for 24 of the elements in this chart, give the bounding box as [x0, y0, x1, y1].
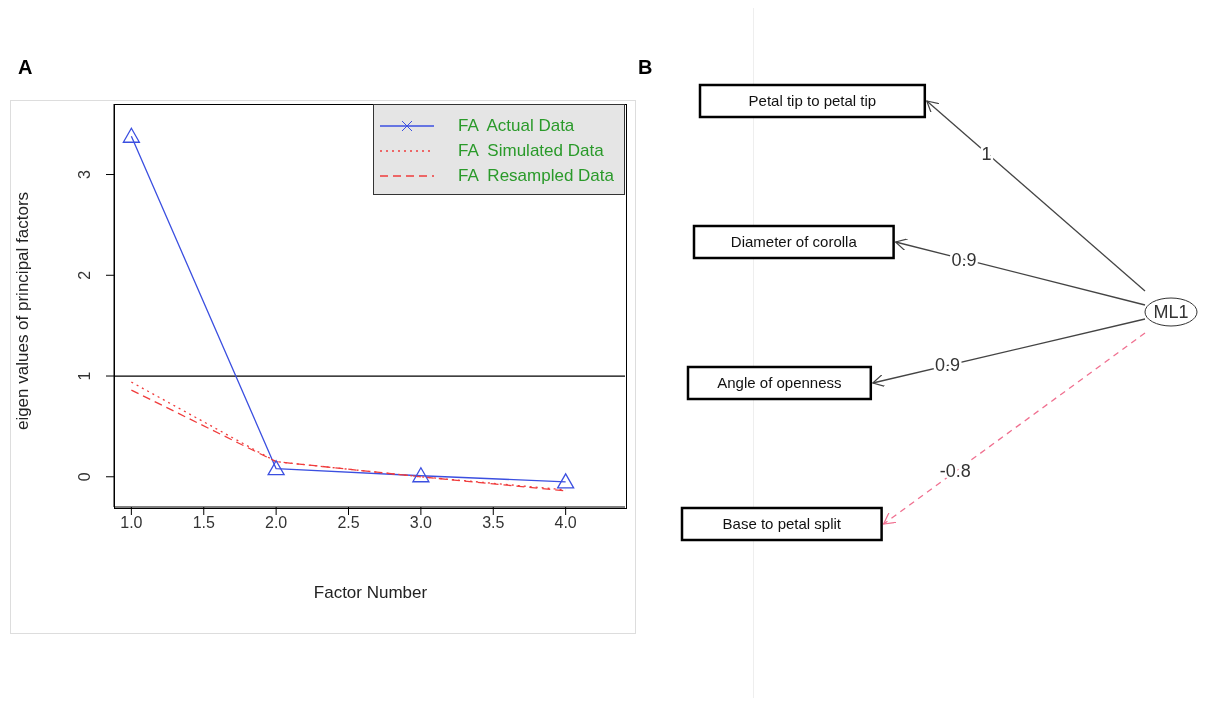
x-tick-label: 4.0: [554, 514, 577, 532]
x-tick-label: 2.5: [337, 514, 360, 532]
x-tick-label: 1.0: [120, 514, 143, 532]
x-axis-title: Factor Number: [312, 583, 429, 603]
text: B: [638, 56, 653, 79]
x-tick-label: 3.5: [482, 514, 505, 532]
category-label: Base to petal split: [722, 515, 842, 532]
y-tick-label: 0: [76, 472, 93, 482]
chart-title: A: [18, 56, 33, 79]
x-tick-label: 3.0: [409, 514, 433, 532]
category-label: Diameter of corolla: [730, 233, 858, 250]
text: ML1: [1153, 302, 1189, 322]
y-tick-label: 2: [76, 270, 93, 280]
category-label: Angle of openness: [717, 374, 842, 391]
y-tick-label: 3: [76, 169, 93, 179]
y-axis-title: eigen values of principal factors: [13, 190, 33, 433]
category-label: Petal tip to petal tip: [748, 92, 877, 109]
x-tick-label: 1.5: [192, 514, 215, 532]
y-tick-label: 1: [76, 371, 93, 381]
data-label: -0.8: [939, 460, 971, 481]
legend-label: FA Simulated Data: [458, 140, 604, 161]
x-tick-label: 2.0: [265, 514, 288, 532]
legend-label: FA Actual Data: [458, 115, 575, 136]
legend-label: FA Resampled Data: [458, 165, 614, 186]
